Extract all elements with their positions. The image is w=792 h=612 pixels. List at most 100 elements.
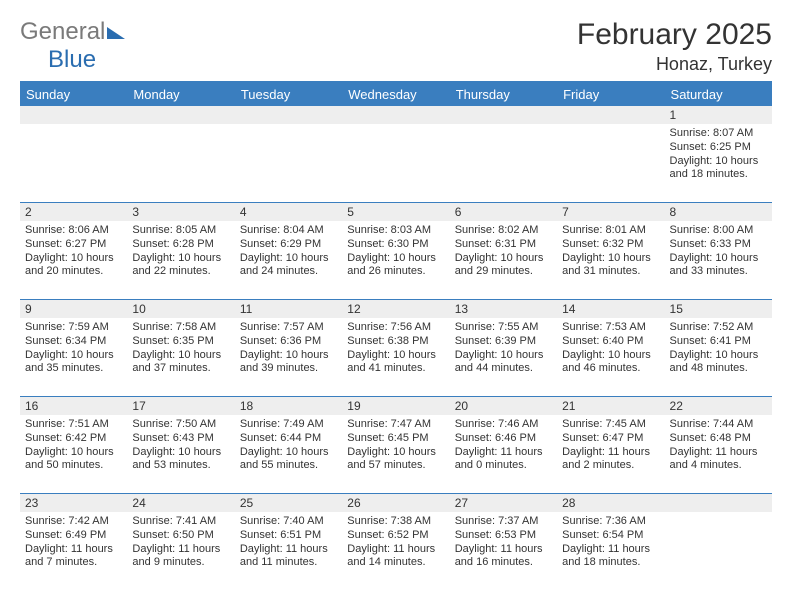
day-sunset: Sunset: 6:53 PM (455, 529, 552, 543)
day-day1: Daylight: 10 hours (240, 252, 337, 266)
week-detail-row: Sunrise: 8:07 AMSunset: 6:25 PMDaylight:… (20, 124, 772, 202)
day-day2: and 50 minutes. (25, 459, 122, 473)
day-day2: and 31 minutes. (562, 265, 659, 279)
day-cell: Sunrise: 7:56 AMSunset: 6:38 PMDaylight:… (342, 318, 449, 396)
day-cell: Sunrise: 8:01 AMSunset: 6:32 PMDaylight:… (557, 221, 664, 299)
day-number: 5 (342, 203, 449, 221)
day-number (665, 494, 772, 512)
day-cell: Sunrise: 7:58 AMSunset: 6:35 PMDaylight:… (127, 318, 234, 396)
day-cell: Sunrise: 7:52 AMSunset: 6:41 PMDaylight:… (665, 318, 772, 396)
day-day1: Daylight: 10 hours (562, 349, 659, 363)
day-cell (20, 124, 127, 202)
day-cell: Sunrise: 7:41 AMSunset: 6:50 PMDaylight:… (127, 512, 234, 590)
day-number: 8 (665, 203, 772, 221)
day-day2: and 48 minutes. (670, 362, 767, 376)
day-cell: Sunrise: 7:51 AMSunset: 6:42 PMDaylight:… (20, 415, 127, 493)
day-number: 6 (450, 203, 557, 221)
logo-triangle-icon (107, 27, 125, 39)
day-sunrise: Sunrise: 8:03 AM (347, 224, 444, 238)
day-sunrise: Sunrise: 8:00 AM (670, 224, 767, 238)
day-sunrise: Sunrise: 8:06 AM (25, 224, 122, 238)
day-day2: and 11 minutes. (240, 556, 337, 570)
day-sunrise: Sunrise: 7:56 AM (347, 321, 444, 335)
day-number (127, 106, 234, 124)
day-cell: Sunrise: 8:03 AMSunset: 6:30 PMDaylight:… (342, 221, 449, 299)
logo-word-blue: Blue (48, 46, 96, 73)
day-number: 25 (235, 494, 342, 512)
day-day2: and 44 minutes. (455, 362, 552, 376)
day-day1: Daylight: 10 hours (132, 349, 229, 363)
month-title: February 2025 (577, 18, 772, 52)
day-sunrise: Sunrise: 7:36 AM (562, 515, 659, 529)
day-sunset: Sunset: 6:30 PM (347, 238, 444, 252)
day-day1: Daylight: 10 hours (240, 446, 337, 460)
day-day2: and 9 minutes. (132, 556, 229, 570)
day-number: 24 (127, 494, 234, 512)
day-sunset: Sunset: 6:54 PM (562, 529, 659, 543)
day-day1: Daylight: 10 hours (455, 252, 552, 266)
dayhead-fri: Friday (557, 83, 664, 106)
day-cell: Sunrise: 7:59 AMSunset: 6:34 PMDaylight:… (20, 318, 127, 396)
day-day2: and 26 minutes. (347, 265, 444, 279)
day-day1: Daylight: 10 hours (455, 349, 552, 363)
day-day1: Daylight: 10 hours (240, 349, 337, 363)
week-detail-row: Sunrise: 8:06 AMSunset: 6:27 PM Daylight:… (20, 221, 772, 299)
day-sunrise: Sunrise: 7:57 AM (240, 321, 337, 335)
day-cell: Sunrise: 7:36 AMSunset: 6:54 PMDaylight:… (557, 512, 664, 590)
day-sunset: Sunset: 6:34 PM (25, 335, 122, 349)
daynum-row: 1 (20, 106, 772, 124)
day-sunset: Sunset: 6:25 PM (670, 141, 767, 155)
weeks-container: 1Sunrise: 8:07 AMSunset: 6:25 PMDaylight… (20, 106, 772, 590)
day-sunset: Sunset: 6:39 PM (455, 335, 552, 349)
day-cell: Sunrise: 8:07 AMSunset: 6:25 PMDaylight:… (665, 124, 772, 202)
day-sunrise: Sunrise: 7:58 AM (132, 321, 229, 335)
day-sunrise: Sunrise: 7:46 AM (455, 418, 552, 432)
day-day1: Daylight: 10 hours (132, 252, 229, 266)
day-sunset: Sunset: 6:52 PM (347, 529, 444, 543)
day-sunset: Sunset: 6:35 PM (132, 335, 229, 349)
day-day1: Daylight: 10 hours (347, 446, 444, 460)
day-day1: Daylight: 11 hours (240, 543, 337, 557)
day-cell (342, 124, 449, 202)
day-cell (665, 512, 772, 590)
day-sunset: Sunset: 6:46 PM (455, 432, 552, 446)
day-number: 18 (235, 397, 342, 415)
day-day2: and 46 minutes. (562, 362, 659, 376)
day-day1: Daylight: 11 hours (25, 543, 122, 557)
day-day2: and 4 minutes. (670, 459, 767, 473)
day-day2: and 18 minutes. (562, 556, 659, 570)
day-cell: Sunrise: 7:42 AMSunset: 6:49 PMDaylight:… (20, 512, 127, 590)
week-detail-row: Sunrise: 7:59 AMSunset: 6:34 PMDaylight:… (20, 318, 772, 396)
day-day2: and 41 minutes. (347, 362, 444, 376)
day-number: 26 (342, 494, 449, 512)
day-cell: Sunrise: 7:53 AMSunset: 6:40 PMDaylight:… (557, 318, 664, 396)
day-number: 7 (557, 203, 664, 221)
day-sunset: Sunset: 6:41 PM (670, 335, 767, 349)
day-sunset: Sunset: 6:29 PM (240, 238, 337, 252)
day-day1: Daylight: 11 hours (455, 543, 552, 557)
day-number: 17 (127, 397, 234, 415)
day-cell: Sunrise: 7:38 AMSunset: 6:52 PMDaylight:… (342, 512, 449, 590)
day-sunset: Sunset: 6:27 PM (25, 238, 122, 252)
day-day2: and 53 minutes. (132, 459, 229, 473)
day-day2: and 18 minutes. (670, 168, 767, 182)
day-header-row: Sunday Monday Tuesday Wednesday Thursday… (20, 83, 772, 106)
day-sunset: Sunset: 6:44 PM (240, 432, 337, 446)
day-day2: and 55 minutes. (240, 459, 337, 473)
daynum-row: 9101112131415 (20, 299, 772, 318)
day-day1: Daylight: 10 hours (25, 446, 122, 460)
day-sunrise: Sunrise: 8:01 AM (562, 224, 659, 238)
day-sunset: Sunset: 6:48 PM (670, 432, 767, 446)
day-number: 20 (450, 397, 557, 415)
day-number (557, 106, 664, 124)
daynum-row: 232425262728 (20, 493, 772, 512)
day-sunrise: Sunrise: 8:05 AM (132, 224, 229, 238)
day-number: 15 (665, 300, 772, 318)
day-sunrise: Sunrise: 7:49 AM (240, 418, 337, 432)
dayhead-tue: Tuesday (235, 83, 342, 106)
day-day2: and 16 minutes. (455, 556, 552, 570)
day-number: 2 (20, 203, 127, 221)
day-sunrise: Sunrise: 8:02 AM (455, 224, 552, 238)
dayhead-mon: Monday (127, 83, 234, 106)
day-sunset: Sunset: 6:43 PM (132, 432, 229, 446)
